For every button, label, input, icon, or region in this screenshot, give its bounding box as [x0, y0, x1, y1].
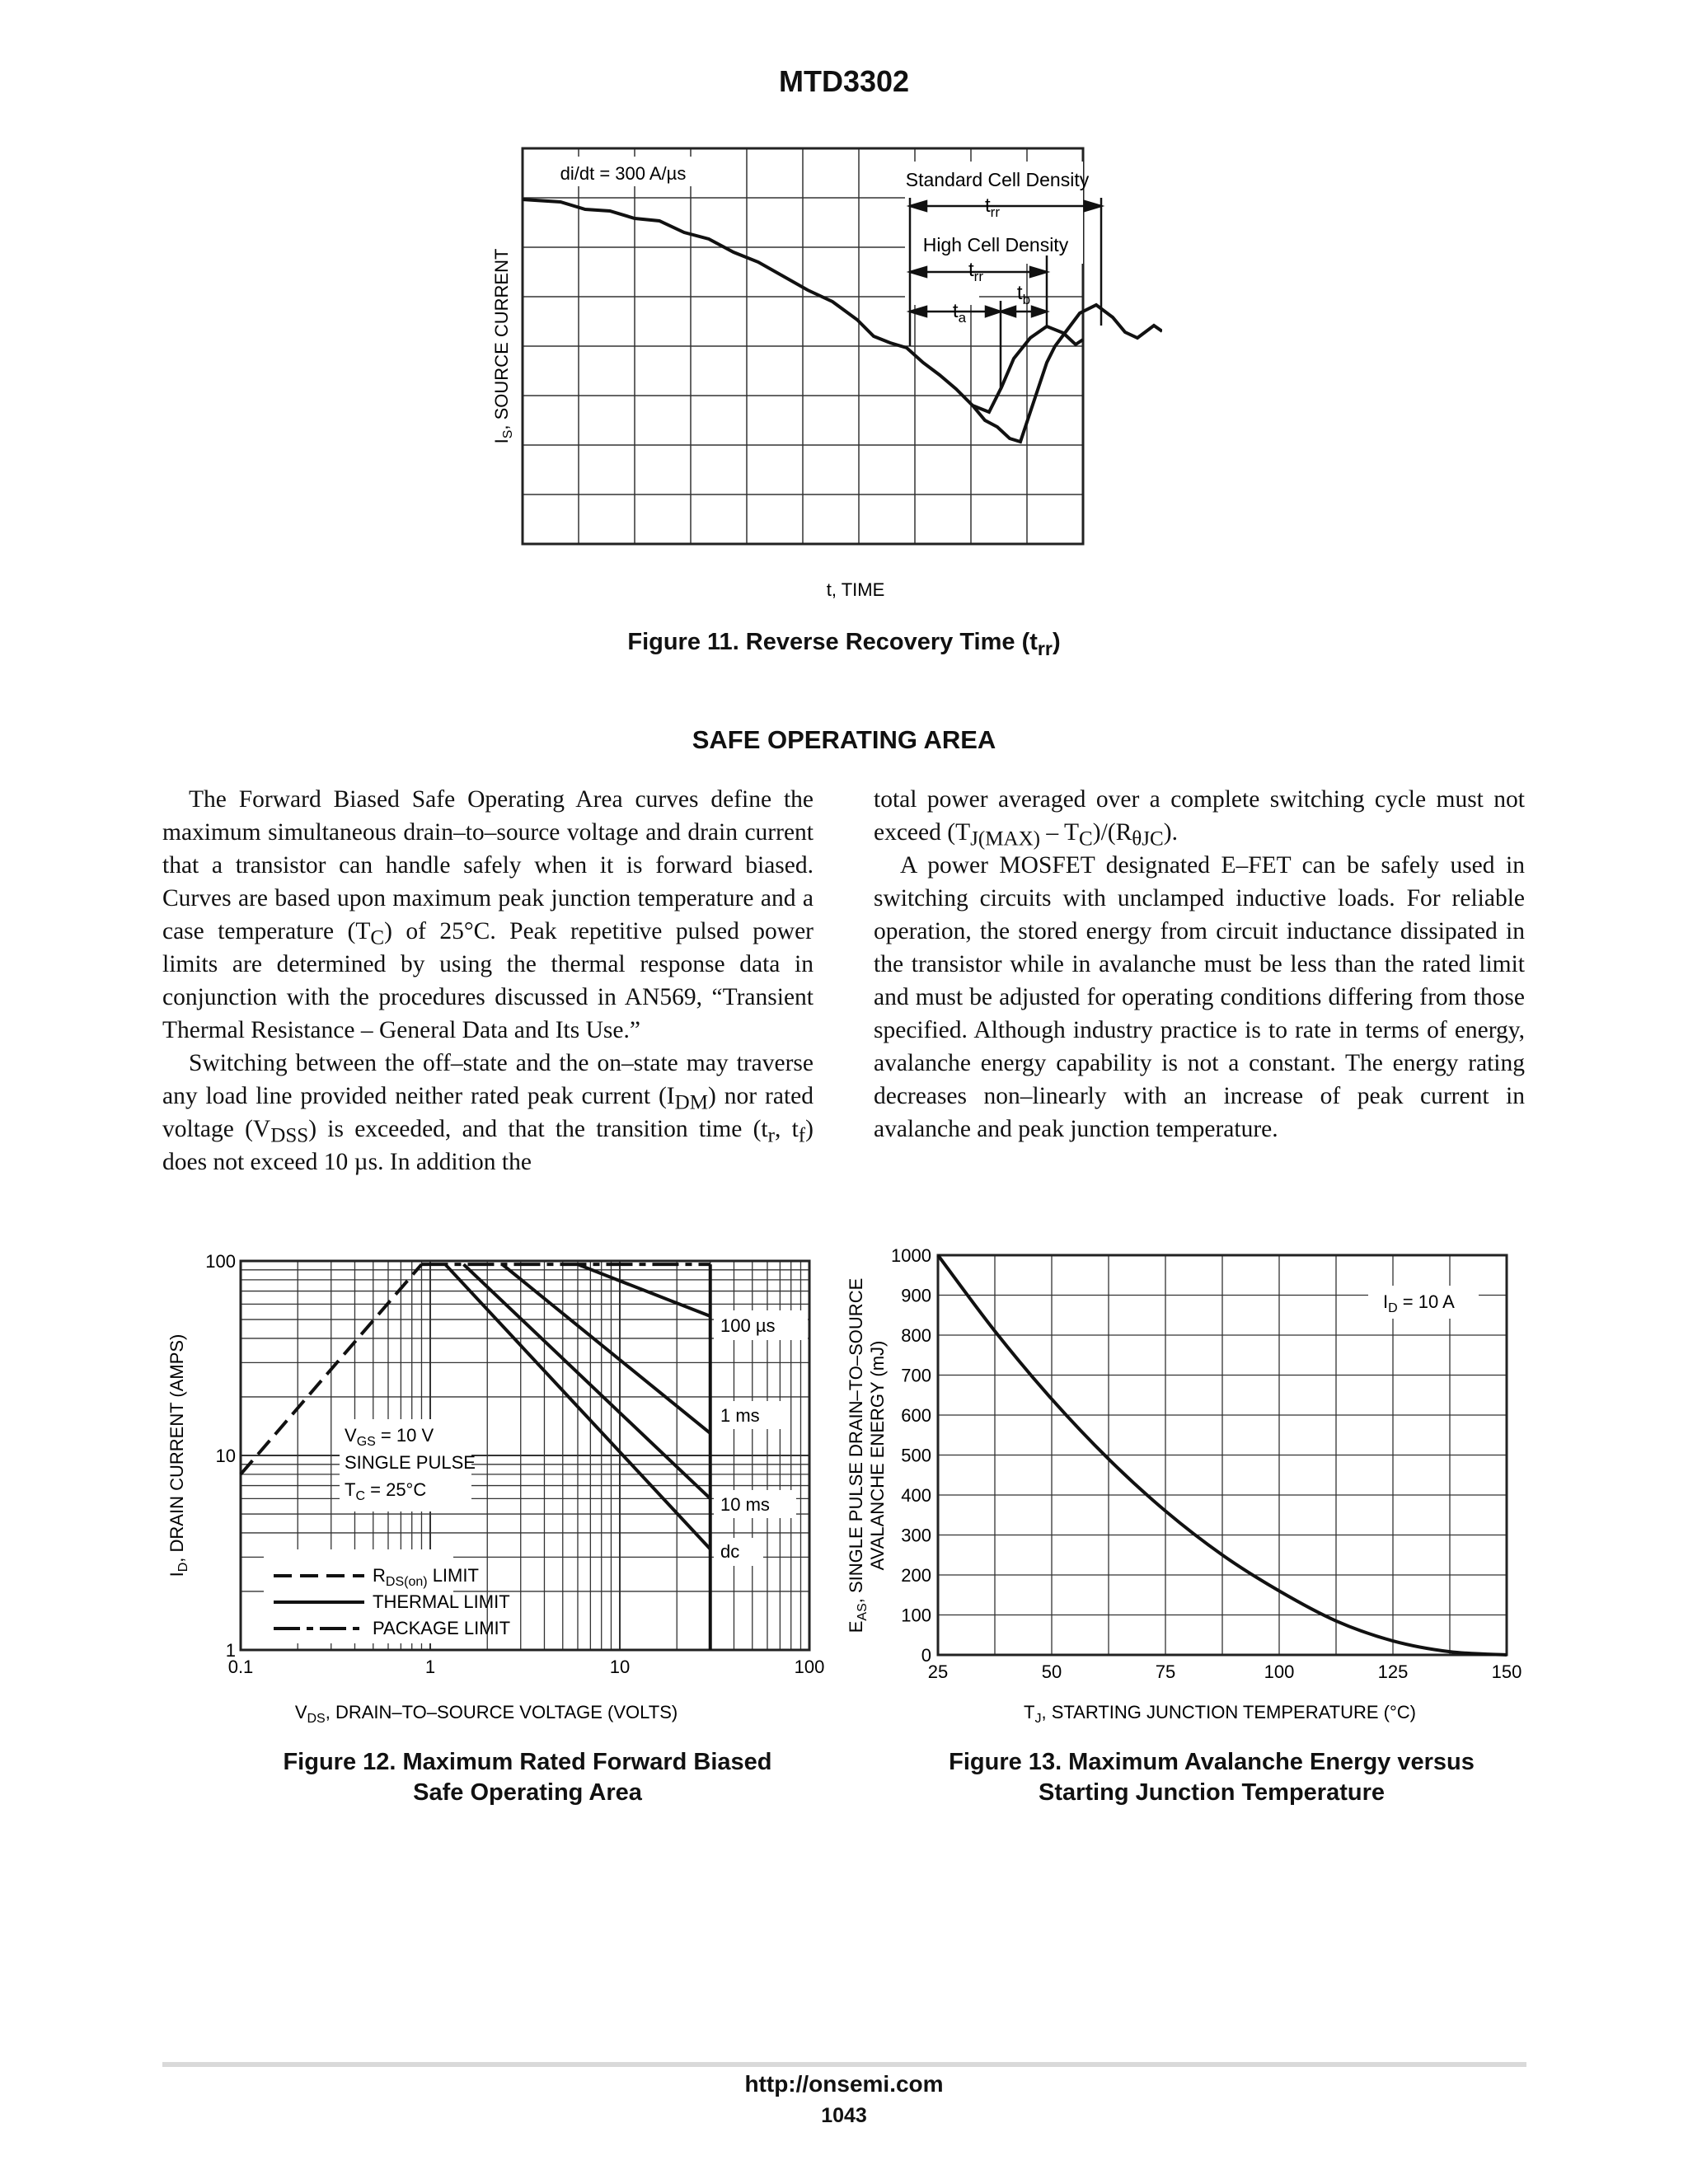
fig13-y-tick-label: 0 [921, 1645, 931, 1666]
fig11-high-label: High Cell Density [923, 234, 1069, 255]
footer-divider [162, 2062, 1526, 2067]
text-column-right: total power averaged over a complete swi… [874, 783, 1525, 1146]
fig13-energy-curve [936, 1254, 1507, 1657]
fig11-x-axis-label: t, TIME [827, 579, 885, 600]
fig11-y-axis-label: IS, SOURCE CURRENT [491, 249, 515, 444]
fig12-x-axis-label: VDS, DRAIN–TO–SOURCE VOLTAGE (VOLTS) [295, 1702, 678, 1726]
fig13-y-tick-label: 800 [901, 1325, 931, 1346]
fig13-x-tick-label: 75 [1156, 1661, 1175, 1682]
page-header: MTD3302 [778, 64, 910, 98]
fig12-curve-label-100us: 100 µs [720, 1315, 776, 1336]
fig12-curve-dc [443, 1263, 712, 1550]
fig13-y-tick-label: 500 [901, 1446, 931, 1466]
paragraph: total power averaged over a complete swi… [874, 786, 1525, 851]
fig13-x-tick-label: 150 [1492, 1661, 1522, 1682]
fig12-curve-label-dc: dc [720, 1541, 739, 1562]
fig11-high-density-curve [522, 198, 1085, 415]
fig13-y-axis-label-line2: AVALANCHE ENERGY (mJ) [867, 1341, 888, 1571]
fig12-curve-1-ms [501, 1263, 711, 1435]
fig12-single-pulse-label: SINGLE PULSE [345, 1452, 476, 1473]
fig12-y-tick-label: 10 [216, 1446, 236, 1466]
fig11-frame [521, 147, 1085, 546]
fig12-y-tick-label: 1 [226, 1640, 236, 1661]
fig12-x-tick-label: 100 [795, 1657, 825, 1677]
fig13-y-tick-label: 100 [901, 1605, 931, 1626]
page-number: 1043 [821, 2104, 867, 2127]
figure-11-caption: Figure 11. Reverse Recovery Time (trr) [627, 629, 1061, 659]
fig12-curve-label-1ms: 1 ms [720, 1405, 760, 1426]
fig12-legend-rds-label: RDS(on) LIMIT [373, 1565, 479, 1589]
paragraph: Switching between the off–state and the … [162, 1050, 814, 1175]
fig13-y-tick-label: 1000 [891, 1245, 931, 1266]
fig11-grid [523, 148, 1083, 544]
fig11-trr-high-arrow [906, 255, 1051, 326]
fig11-tb-label: tb [1017, 282, 1030, 307]
fig13-grid [938, 1255, 1507, 1655]
fig12-curve-100-s [577, 1263, 711, 1318]
text-column-left: The Forward Biased Safe Operating Area c… [162, 783, 814, 1179]
fig12-curve-10-ms [462, 1263, 712, 1500]
fig13-x-tick-label: 100 [1264, 1661, 1295, 1682]
fig13-frame [936, 1254, 1508, 1657]
fig13-y-tick-label: 300 [901, 1526, 931, 1546]
fig12-tc-label: TC = 25°C [345, 1479, 426, 1503]
fig13-y-tick-label: 200 [901, 1565, 931, 1586]
fig12-curve-rds-on-limit [239, 1263, 423, 1476]
fig11-trr-std-arrow [906, 198, 1105, 346]
fig12-legend-package-label: PACKAGE LIMIT [373, 1618, 510, 1638]
figure-11-chart: di/dt = 300 A/µs Standard Cell Density H… [491, 147, 1162, 600]
fig11-standard-label: Standard Cell Density [906, 169, 1090, 190]
figure-13-chart: ID = 10 A 25 50 75 100 125 150 0 100 200 300 400 50… [846, 1245, 1522, 1726]
fig12-x-tick-label: 10 [610, 1657, 630, 1677]
fig13-y-tick-label: 400 [901, 1485, 931, 1506]
fig12-y-tick-label: 100 [205, 1251, 236, 1272]
figure-12-chart: VGS = 10 V SINGLE PULSE TC = 25°C RDS(on… [166, 1251, 825, 1726]
fig12-frame [239, 1259, 811, 1652]
paragraph: The Forward Biased Safe Operating Area c… [162, 786, 814, 1043]
fig11-standard-density-curve [971, 302, 1162, 444]
figure-13-caption: Figure 13. Maximum Avalanche Energy vers… [949, 1749, 1475, 1806]
fig12-x-tick-label: 0.1 [228, 1657, 254, 1677]
fig11-didt-label: di/dt = 300 A/µs [560, 163, 687, 184]
fig11-trr-std-label: trr [985, 194, 1000, 220]
footer-link[interactable]: http://onsemi.com [744, 2071, 944, 2097]
fig13-x-axis-label: TJ, STARTING JUNCTION TEMPERATURE (°C) [1024, 1702, 1416, 1726]
fig13-y-axis-label-line1: EAS, SINGLE PULSE DRAIN–TO–SOURCE [846, 1278, 870, 1633]
figure-12-caption: Figure 12. Maximum Rated Forward Biased … [283, 1749, 772, 1806]
section-title: SAFE OPERATING AREA [692, 725, 996, 754]
fig13-y-tick-label: 700 [901, 1366, 931, 1386]
fig12-y-axis-label: ID, DRAIN CURRENT (AMPS) [166, 1334, 190, 1577]
fig12-vgs-label: VGS = 10 V [345, 1425, 434, 1449]
fig13-y-tick-label: 900 [901, 1286, 931, 1306]
fig13-x-tick-label: 125 [1378, 1661, 1409, 1682]
paragraph: A power MOSFET designated E–FET can be s… [874, 852, 1525, 1142]
fig13-y-tick-label: 600 [901, 1405, 931, 1426]
fig12-legend-thermal-label: THERMAL LIMIT [373, 1591, 510, 1612]
fig11-ta-tb-arrow [906, 301, 1050, 387]
fig13-x-tick-label: 25 [928, 1661, 948, 1682]
fig12-curve-label-10ms: 10 ms [720, 1494, 770, 1515]
fig13-id-label: ID = 10 A [1383, 1291, 1455, 1315]
fig13-x-tick-label: 50 [1042, 1661, 1062, 1682]
fig11-ta-label: ta [953, 300, 967, 326]
fig12-x-tick-label: 1 [425, 1657, 435, 1677]
fig11-trr-high-label: trr [968, 259, 983, 284]
